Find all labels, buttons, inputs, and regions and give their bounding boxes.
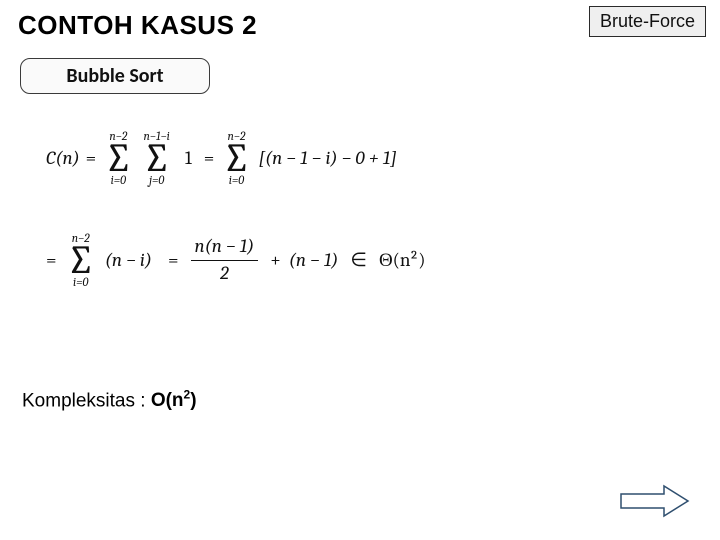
sigma-glyph: ∑ xyxy=(222,143,250,173)
sigma-4-lower: i=0 xyxy=(73,276,88,288)
term-n-minus-1: (n − 1) xyxy=(289,249,339,271)
bigO-suffix: ) xyxy=(190,390,196,411)
bruteforce-badge: Brute-Force xyxy=(589,6,706,37)
sigma-glyph: ∑ xyxy=(143,143,171,173)
complexity-text: Kompleksitas : O(n2) xyxy=(22,388,197,412)
sigma-glyph: ∑ xyxy=(67,245,95,275)
sigma-3: n−2 ∑ i=0 xyxy=(222,130,250,186)
bigO-prefix: O(n xyxy=(151,390,184,411)
eq-sign: = xyxy=(204,147,215,169)
sigma-glyph: ∑ xyxy=(104,143,132,173)
plus-sign: + xyxy=(270,249,281,271)
next-arrow-icon[interactable] xyxy=(620,484,690,518)
sigma-3-lower: i=0 xyxy=(229,174,244,186)
sigma-2: n−1−i ∑ j=0 xyxy=(143,130,171,186)
math-block: C(n) = n−2 ∑ i=0 n−1−i ∑ j=0 1 = n−2 ∑ i… xyxy=(46,130,606,288)
in-symbol: ∈ xyxy=(350,249,367,271)
complexity-label: Kompleksitas : xyxy=(22,390,151,411)
sigma-4: n−2 ∑ i=0 xyxy=(67,232,95,288)
math-line-2: = n−2 ∑ i=0 (n − i) = n(n − 1) 2 + (n − … xyxy=(46,232,606,288)
term-n-minus-i: (n − i) xyxy=(105,249,152,271)
sigma-1: n−2 ∑ i=0 xyxy=(104,130,132,186)
sigma-1-lower: i=0 xyxy=(111,174,126,186)
theta-term: Θ(n²) xyxy=(379,249,426,272)
fraction: n(n − 1) 2 xyxy=(191,236,259,285)
bubble-sort-badge: Bubble Sort xyxy=(20,58,210,94)
fraction-den: 2 xyxy=(220,261,229,285)
math-lhs: C(n) xyxy=(46,147,80,169)
eq-sign: = xyxy=(86,147,97,169)
eq-sign: = xyxy=(168,249,179,271)
math-line-1: C(n) = n−2 ∑ i=0 n−1−i ∑ j=0 1 = n−2 ∑ i… xyxy=(46,130,606,186)
slide-title: CONTOH KASUS 2 xyxy=(18,10,257,41)
eq-sign: = xyxy=(46,249,57,271)
math-one: 1 xyxy=(185,147,192,169)
sigma-2-lower: j=0 xyxy=(149,174,164,186)
fraction-num: n(n − 1) xyxy=(191,236,259,260)
math-bracket: [(n − 1 − i) − 0 + 1] xyxy=(259,147,397,169)
